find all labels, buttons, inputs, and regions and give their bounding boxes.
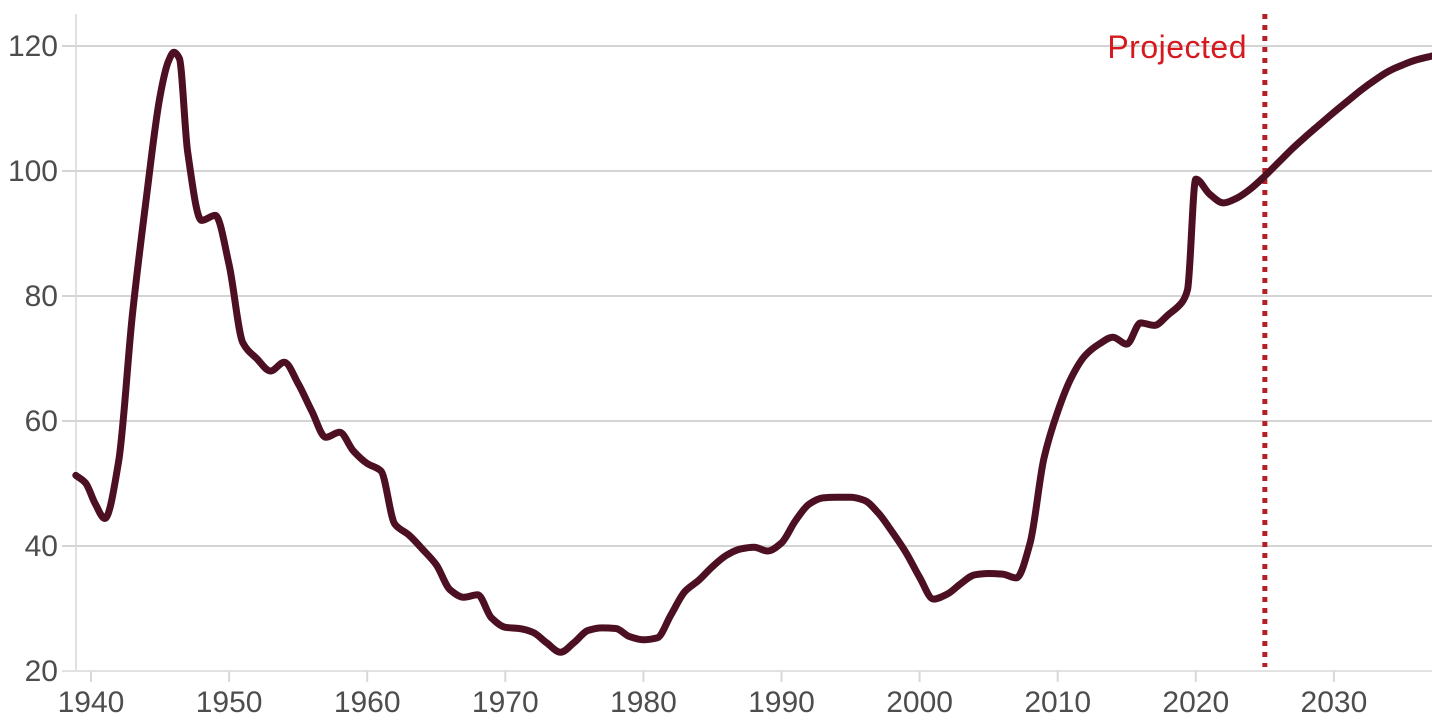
x-tick-label-2000: 2000: [886, 686, 953, 719]
projected-label: Projected: [1107, 29, 1247, 65]
y-tick-label-60: 60: [25, 405, 58, 438]
x-tick-label-2020: 2020: [1162, 686, 1229, 719]
x-tick-label-2010: 2010: [1024, 686, 1091, 719]
x-tick-label-1980: 1980: [610, 686, 677, 719]
debt-line-path: [72, 48, 1432, 656]
y-tick-label-20: 20: [25, 655, 58, 688]
x-tick-label-1940: 1940: [58, 686, 125, 719]
x-tick-label-2030: 2030: [1301, 686, 1368, 719]
x-tick-label-1990: 1990: [748, 686, 815, 719]
x-tick-label-1970: 1970: [472, 686, 539, 719]
data-series: [72, 48, 1432, 656]
y-tick-label-120: 120: [8, 30, 58, 63]
y-tick-label-40: 40: [25, 530, 58, 563]
gridlines: [62, 45, 1432, 672]
x-tick-label-1960: 1960: [334, 686, 401, 719]
axes: [62, 14, 1432, 682]
y-tick-label-100: 100: [8, 155, 58, 188]
y-tick-label-80: 80: [25, 280, 58, 313]
x-tick-label-1950: 1950: [196, 686, 263, 719]
axis-tick-labels: 20 40 60 80 100 120 1940 1950 1960 1970 1980 1990 20…: [8, 30, 1367, 719]
